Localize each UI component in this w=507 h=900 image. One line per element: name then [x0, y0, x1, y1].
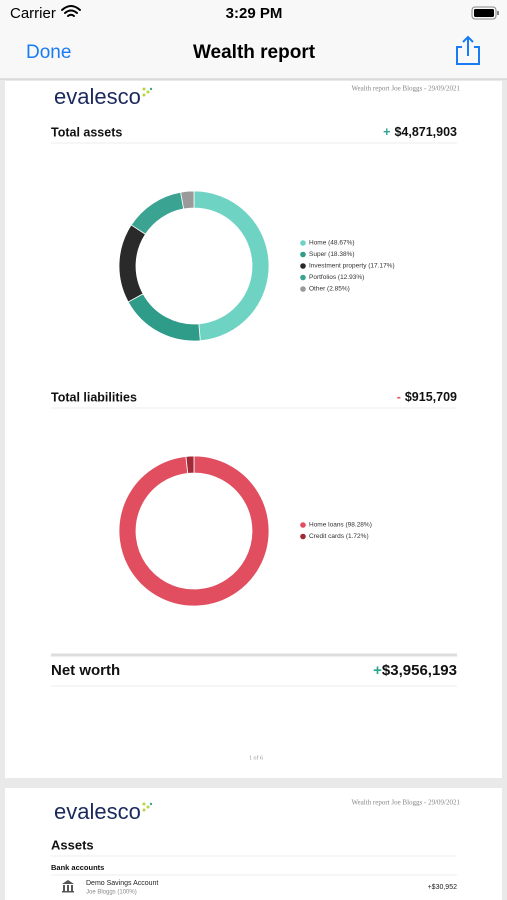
section-title: Total liabilities: [51, 390, 137, 404]
legend-swatch: [300, 251, 306, 258]
legend-label: Investment property (17.17%): [309, 263, 395, 270]
donut-slice: [185, 455, 195, 474]
legend-swatch: [300, 533, 306, 540]
battery-level: [474, 9, 494, 17]
battery: [471, 6, 497, 20]
amount: $4,871,903: [394, 125, 457, 139]
legend-label: Home loans (98.28%): [309, 522, 372, 529]
logo: evalesco: [54, 799, 141, 824]
account-amount: +$30,952: [428, 884, 457, 891]
donut-slice: [180, 190, 195, 210]
legend-label: Credit cards (1.72%): [309, 533, 369, 540]
legend-swatch: [300, 240, 306, 246]
legend-swatch: [300, 263, 306, 269]
account-name: Demo Savings Account: [86, 880, 158, 887]
legend-label: Other (2.85%): [309, 286, 350, 293]
time: 3:29 PM: [226, 5, 283, 22]
page-number: 1 of 6: [249, 754, 263, 761]
net-worth-total: +$3,956,193: [373, 662, 457, 679]
sign: +: [373, 662, 382, 679]
pdf-page: [5, 81, 502, 778]
battery-tip: [497, 11, 499, 15]
report-header: Wealth report Joe Bloggs - 29/09/2021: [351, 85, 460, 93]
carrier: Carrier: [10, 5, 56, 22]
amount: $915,709: [405, 390, 457, 404]
done-button[interactable]: Done: [26, 42, 71, 63]
logo-dots: [142, 87, 153, 97]
legend-swatch: [300, 274, 306, 281]
legend-swatch: [300, 286, 306, 292]
legend-label: Home (48.67%): [309, 240, 355, 247]
net-worth-label: Net worth: [51, 662, 120, 679]
pdf-page: [5, 788, 502, 900]
legend-label: Portfolios (12.93%): [309, 274, 364, 281]
donut-slice: [118, 455, 270, 607]
subsection-title: Bank accounts: [51, 863, 104, 872]
logo: evalesco: [54, 84, 141, 109]
sign: -: [397, 390, 401, 404]
legend-label: Super (18.38%): [309, 251, 355, 258]
share-button[interactable]: [456, 35, 480, 65]
section-title: Total assets: [51, 125, 122, 139]
legend-swatch: [300, 522, 306, 528]
section-title: Assets: [51, 837, 94, 852]
nav-title: Wealth report: [193, 42, 316, 63]
logo-dots: [142, 802, 153, 812]
account-owner: Joe Bloggs (100%): [86, 890, 137, 896]
bank-icon: [62, 880, 74, 893]
section-total: - $915,709: [397, 390, 457, 404]
section-total: + $4,871,903: [383, 125, 457, 139]
report-header: Wealth report Joe Bloggs - 29/09/2021: [351, 799, 460, 807]
wifi-icon: [61, 5, 81, 17]
sign: +: [383, 125, 390, 139]
top-bar: [0, 0, 507, 79]
amount: $3,956,193: [382, 662, 457, 679]
